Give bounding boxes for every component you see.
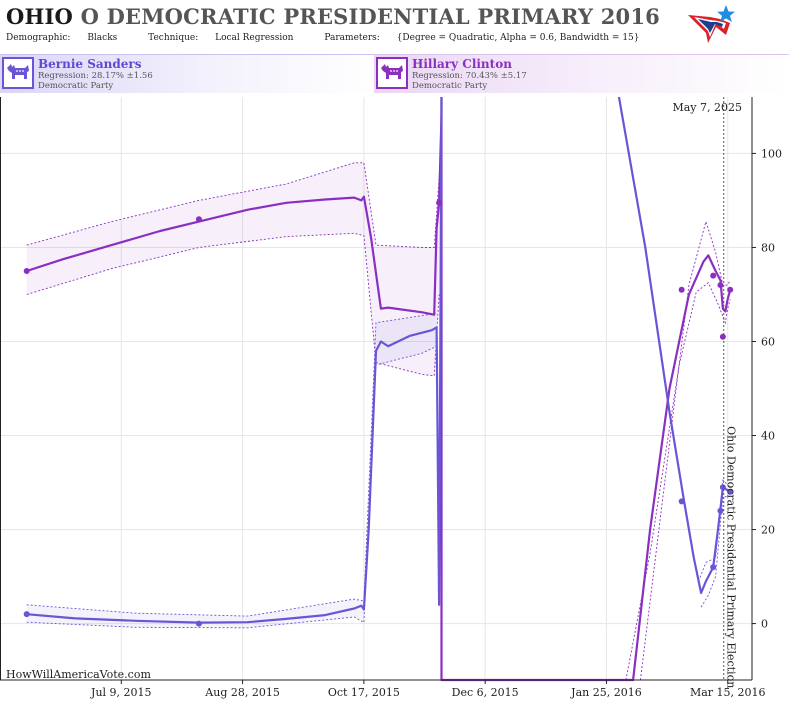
parameters-label: Parameters:: [324, 33, 380, 43]
regression-chart: 0 20 40 60 80 100 Jul 9, 2015 Aug 28, 2015 Oct 1…: [0, 97, 782, 699]
data-point: [719, 333, 726, 340]
band-lower-line: [26, 345, 437, 629]
data-point: [678, 286, 685, 293]
data-point: [719, 484, 726, 491]
band-upper-line: [26, 143, 442, 248]
parameters-value: {Degree = Quadratic, Alpha = 0.6, Bandwi…: [396, 33, 640, 43]
candidate-name: Hillary Clinton: [412, 57, 512, 71]
data-point: [23, 611, 30, 618]
series-lines: [26, 97, 732, 682]
demographic-value: Blacks: [87, 33, 118, 43]
x-tick-label: Dec 6, 2015: [452, 686, 519, 699]
y-tick-label: 100: [761, 147, 782, 160]
y-tick-label: 60: [761, 335, 775, 348]
election-line-label: Ohio Democratic Presidential Primary Ele…: [725, 426, 738, 688]
democrat-donkey-icon: [2, 57, 34, 89]
series-line: [26, 97, 731, 624]
candidate-name: Bernie Sanders: [38, 57, 142, 71]
candidate-regression: Regression: 70.43% ±5.17: [412, 71, 527, 81]
technique-value: Local Regression: [215, 33, 294, 43]
band-upper-line: [698, 479, 731, 582]
parameters-line: Demographic: Blacks Technique: Local Reg…: [6, 33, 668, 43]
confidence-band: [26, 313, 437, 628]
axes: 0 20 40 60 80 100 Jul 9, 2015 Aug 28, 2015 Oct 1…: [0, 97, 782, 699]
title-rest: O DEMOCRATIC PRESIDENTIAL PRIMARY 2016: [80, 4, 660, 29]
band-upper-line: [639, 219, 731, 681]
y-tick-label: 20: [761, 524, 775, 537]
candidate-regression: Regression: 28.17% ±1.56: [38, 71, 153, 81]
technique-label: Technique:: [148, 33, 199, 43]
candidate-card-clinton: Hillary Clinton Regression: 70.43% ±5.17…: [374, 54, 789, 93]
x-tick-label: Jan 25, 2016: [570, 686, 642, 699]
y-tick-label: 0: [761, 618, 768, 631]
band-lower-line: [26, 232, 440, 377]
site-logo-icon: [688, 5, 735, 43]
x-tick-label: Jul 9, 2015: [90, 686, 152, 699]
candidate-party: Democratic Party: [38, 81, 114, 91]
candidate-party: Democratic Party: [412, 81, 488, 91]
x-tick-label: Oct 17, 2015: [328, 686, 400, 699]
band-upper-line: [26, 312, 437, 617]
data-point: [678, 498, 685, 505]
data-point: [717, 282, 724, 289]
y-tick-label: 40: [761, 430, 775, 443]
data-points: [23, 199, 734, 627]
data-point: [727, 286, 734, 293]
data-point: [710, 564, 717, 571]
grid-lines: [0, 97, 752, 680]
data-point: [436, 199, 443, 206]
democrat-donkey-icon: [376, 57, 408, 89]
watermark: HowWillAmericaVote.com: [6, 668, 151, 681]
data-point: [727, 488, 734, 495]
title-state: OHIO: [6, 4, 74, 29]
data-point: [710, 272, 717, 279]
x-tick-label: Mar 15, 2016: [690, 686, 766, 699]
candidate-card-sanders: Bernie Sanders Regression: 28.17% ±1.56 …: [0, 54, 380, 93]
data-point: [195, 620, 202, 627]
band-lower-line: [625, 281, 731, 681]
date-label: May 7, 2025: [672, 101, 742, 114]
y-tick-label: 80: [761, 241, 775, 254]
confidence-band: [26, 144, 442, 376]
band-lower-line: [700, 496, 731, 608]
series-line: [26, 97, 732, 682]
x-tick-label: Aug 28, 2015: [204, 686, 280, 699]
demographic-label: Demographic:: [6, 33, 71, 43]
data-point: [195, 216, 202, 223]
data-point: [717, 507, 724, 514]
data-point: [23, 267, 30, 274]
chart-header: OHIO O DEMOCRATIC PRESIDENTIAL PRIMARY 2…: [0, 0, 789, 50]
page-title: OHIO O DEMOCRATIC PRESIDENTIAL PRIMARY 2…: [6, 4, 660, 29]
confidence-bands: [26, 143, 731, 681]
chart-area: 0 20 40 60 80 100 Jul 9, 2015 Aug 28, 2015 Oct 1…: [0, 97, 789, 704]
